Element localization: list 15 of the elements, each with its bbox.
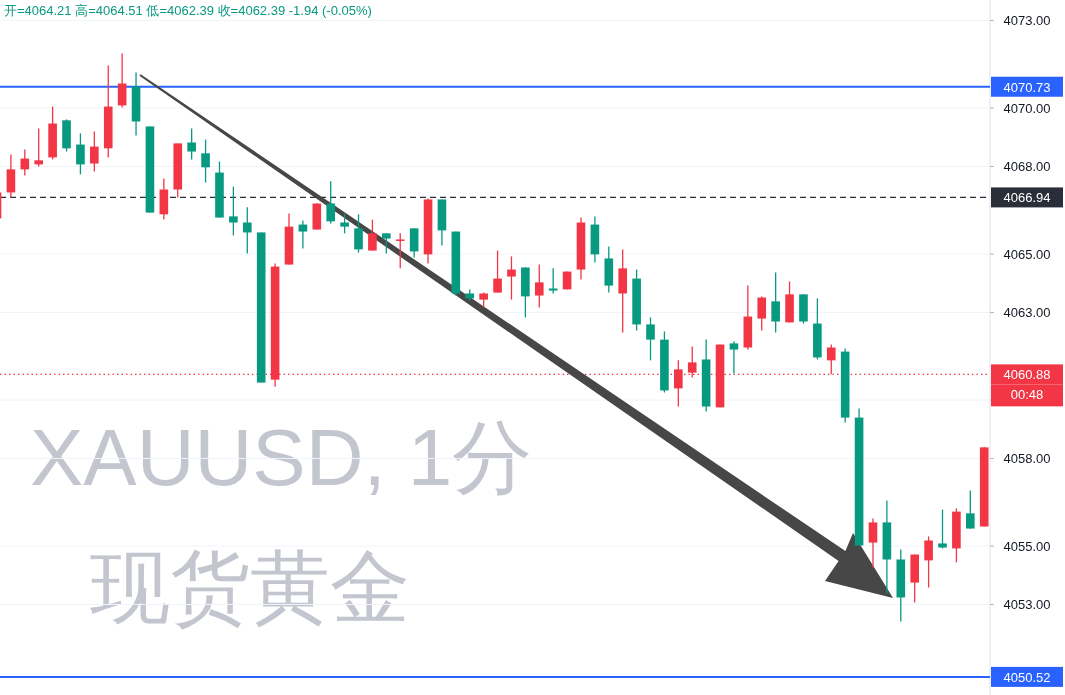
y-tick-label: 4058.00 [1003, 450, 1051, 466]
y-tick-label: 4073.00 [1003, 12, 1051, 28]
ref-line-label: 4066.94 [1003, 190, 1051, 206]
ref-line-label: 4070.73 [1003, 79, 1051, 95]
y-tick-label: 4053.00 [1003, 596, 1051, 612]
ref-line-label: 4050.52 [1003, 669, 1051, 685]
ref-line-label: 4060.88 [1003, 367, 1051, 383]
y-tick-label: 4070.00 [1003, 100, 1051, 116]
y-tick-label: 4063.00 [1003, 304, 1051, 320]
y-tick-label: 4068.00 [1003, 158, 1051, 174]
titles: XAUUSD, 1分 现货黄金 [30, 413, 533, 632]
y-tick-label: 4065.00 [1003, 246, 1051, 262]
y-tick-label: 4055.00 [1003, 538, 1051, 554]
text: 00:48 [1010, 387, 1044, 403]
annotation: 开=4064.21 高=4064.51 低=4062.39 收=4062.39 -1.94 (-0.05%) [4, 3, 372, 18]
